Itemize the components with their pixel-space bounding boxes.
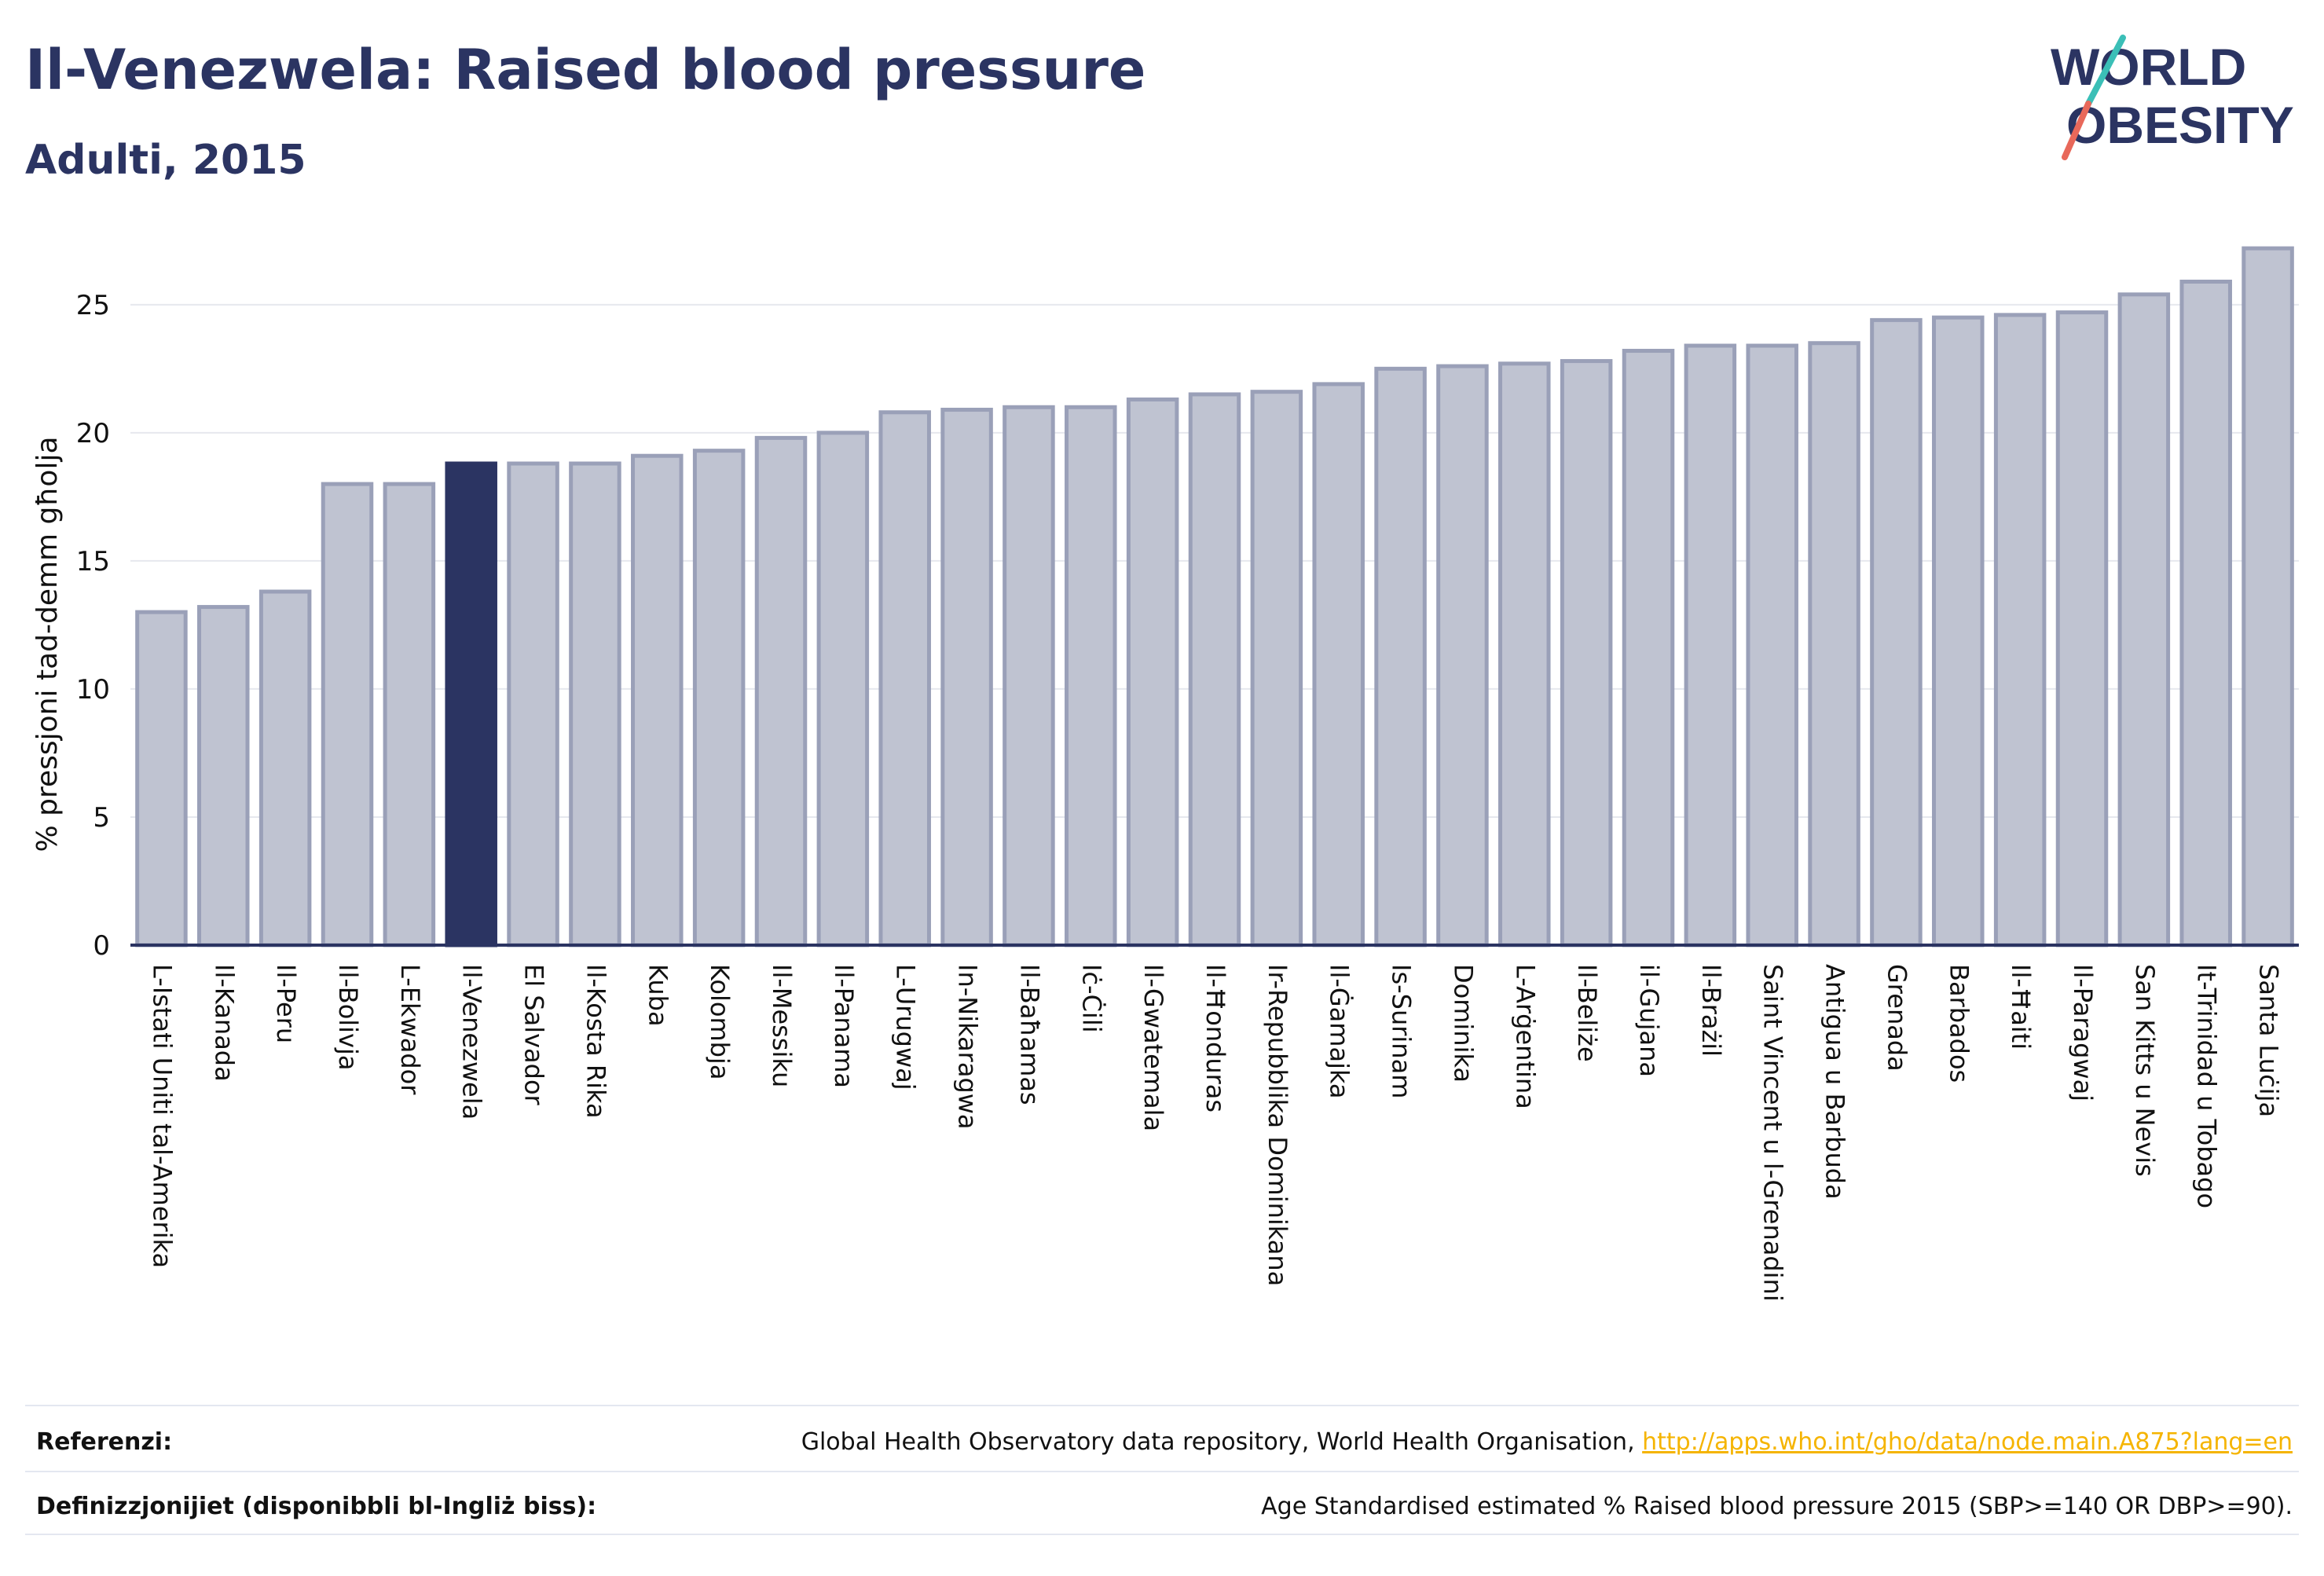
bar[interactable] <box>940 408 993 947</box>
bar[interactable] <box>1498 361 1551 947</box>
x-tick-label: Il-Baħamas <box>1014 964 1044 1105</box>
references-source: Global Health Observatory data repositor… <box>801 1428 1643 1456</box>
bar[interactable] <box>1808 341 1860 947</box>
bar[interactable] <box>2242 246 2294 947</box>
bar[interactable] <box>816 431 870 947</box>
x-tick-label: Il-Messiku <box>767 964 797 1087</box>
definitions-label: Definizzjonijiet (disponibbli bl-Ingliż … <box>36 1493 597 1520</box>
bar[interactable] <box>258 589 312 947</box>
x-tick-label: El Salvador <box>519 964 549 1106</box>
y-tick-label: 5 <box>93 802 110 834</box>
bar-chart: 0 5 10 15 20 25 L-Istati Uniti tal-Amerika Il-K… <box>31 246 2299 1302</box>
x-tick-label: Il-Brażil <box>1696 964 1726 1057</box>
bar[interactable] <box>445 461 497 947</box>
bar[interactable] <box>1436 364 1489 947</box>
x-tick-label: Il-Beliże <box>1572 964 1602 1062</box>
y-tick-label: 10 <box>76 674 110 706</box>
x-tick-label: Il-Bolivja <box>333 964 363 1070</box>
y-tick-label: 25 <box>76 290 110 321</box>
x-tick-label: Il-Venezwela <box>457 964 487 1120</box>
bar[interactable] <box>2117 292 2171 947</box>
bar[interactable] <box>321 482 374 947</box>
x-tick-label: Dominika <box>1448 964 1478 1083</box>
references-text: Global Health Observatory data repositor… <box>801 1428 2293 1456</box>
references-link[interactable]: http://apps.who.int/gho/data/node.main.A… <box>1642 1428 2293 1456</box>
x-tick-label: It-Trinidad u Tobago <box>2192 964 2222 1208</box>
x-tick-label: Iċ-Ċili <box>1076 964 1106 1033</box>
x-tick-label: Barbados <box>1944 964 1974 1083</box>
bar[interactable] <box>631 453 684 947</box>
logo-slash-teal <box>2085 35 2126 107</box>
bar[interactable] <box>1126 397 1179 947</box>
y-tick-label: 20 <box>76 418 110 449</box>
bar[interactable] <box>1993 313 2047 947</box>
x-tick-label: L-Urugwaj <box>891 964 921 1090</box>
footer-divider-middle <box>25 1471 2299 1472</box>
bar[interactable] <box>1622 349 1675 947</box>
references-label: Referenzi: <box>36 1428 173 1456</box>
x-tick-label: L-Ekwador <box>395 964 425 1095</box>
bar[interactable] <box>2179 279 2232 947</box>
bar[interactable] <box>878 410 931 947</box>
bar[interactable] <box>1684 343 1737 947</box>
footer-divider-bottom <box>25 1534 2299 1535</box>
page-subtitle: Adulti, 2015 <box>25 137 306 184</box>
x-tick-label: San Kitts u Nevis <box>2130 964 2160 1177</box>
bar[interactable] <box>1870 317 1923 947</box>
bar[interactable] <box>507 461 559 947</box>
x-tick-label: il-Gujana <box>1634 964 1664 1077</box>
x-tick-label: Antigua u Barbuda <box>1820 964 1850 1200</box>
bar[interactable] <box>1250 390 1303 947</box>
x-tick-label: Il-Peru <box>271 964 301 1043</box>
y-axis-title: % pressjoni tad-demm għolja <box>31 436 64 852</box>
x-tick-label: Il-Gwatemala <box>1138 964 1168 1131</box>
x-tick-label: Ir-Repubblika Dominikana <box>1263 964 1292 1286</box>
x-tick-label: Il-Ġamajka <box>1325 964 1354 1099</box>
x-tick-label: Il-Ħonduras <box>1200 964 1230 1112</box>
bar[interactable] <box>1560 359 1613 947</box>
logo-line-1: WORLD <box>2051 38 2246 96</box>
x-tick-label: Kolombja <box>705 964 735 1079</box>
bar[interactable] <box>1374 366 1427 947</box>
x-tick-label: Il-Panama <box>829 964 859 1088</box>
logo-slash-coral <box>2062 101 2091 160</box>
x-tick-label: Il-Kosta Rika <box>581 964 610 1119</box>
bar[interactable] <box>197 605 250 947</box>
bars <box>135 246 2294 947</box>
bar[interactable] <box>754 435 808 947</box>
x-tick-label: L-Arġentina <box>1510 964 1540 1109</box>
bar[interactable] <box>1312 382 1365 947</box>
x-tick-label: Il-Ħaiti <box>2006 964 2036 1050</box>
logo-line-2: OBESITY <box>2066 96 2294 154</box>
x-tick-label: Il-Kanada <box>209 964 239 1082</box>
x-tick-label: Kuba <box>643 964 673 1027</box>
bar[interactable] <box>1188 392 1241 947</box>
bar[interactable] <box>1746 343 1798 947</box>
bar[interactable] <box>1932 315 1985 947</box>
bar[interactable] <box>135 610 188 947</box>
page-title: Il-Venezwela: Raised blood pressure <box>25 38 1146 102</box>
bar[interactable] <box>1065 405 1117 947</box>
bar[interactable] <box>692 449 746 947</box>
world-obesity-logo: WORLD OBESITY <box>2051 35 2294 160</box>
x-tick-label: L-Istati Uniti tal-Amerika <box>147 964 177 1268</box>
x-tick-label: Is-Surinam <box>1387 964 1417 1098</box>
tick-labels: 0 5 10 15 20 25 L-Istati Uniti tal-Amerika Il-K… <box>76 290 2284 1302</box>
x-tick-label: In-Nikaragwa <box>953 964 983 1130</box>
x-tick-label: Grenada <box>1882 964 1912 1072</box>
bar[interactable] <box>383 482 436 947</box>
footer-divider-top <box>25 1405 2299 1406</box>
y-tick-label: 0 <box>93 930 110 962</box>
x-tick-label: Saint Vincent u l-Grenadini <box>1758 964 1788 1302</box>
y-tick-label: 15 <box>76 546 110 577</box>
bar[interactable] <box>569 461 621 947</box>
bar[interactable] <box>1003 405 1055 947</box>
definitions-text: Age Standardised estimated % Raised bloo… <box>1261 1493 2293 1520</box>
x-tick-label: Il-Paragwaj <box>2068 964 2098 1101</box>
x-tick-label: Santa Luċija <box>2254 964 2284 1117</box>
bar[interactable] <box>2055 310 2109 947</box>
